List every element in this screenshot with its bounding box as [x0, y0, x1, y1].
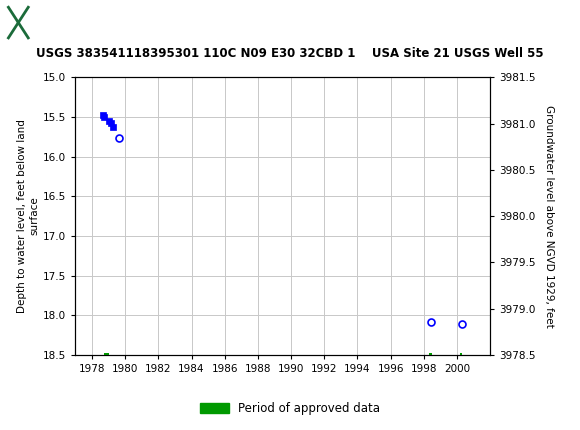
Bar	[104, 353, 108, 357]
Y-axis label: Groundwater level above NGVD 1929, feet: Groundwater level above NGVD 1929, feet	[544, 104, 554, 328]
Y-axis label: Depth to water level, feet below land
surface: Depth to water level, feet below land su…	[17, 119, 39, 313]
Text: USGS 383541118395301 110C N09 E30 32CBD 1    USA Site 21 USGS Well 55: USGS 383541118395301 110C N09 E30 32CBD …	[36, 47, 544, 60]
Bar	[460, 353, 462, 357]
Text: USGS: USGS	[35, 14, 90, 31]
Legend: Period of approved data: Period of approved data	[195, 397, 385, 420]
FancyBboxPatch shape	[8, 7, 28, 38]
Bar	[429, 353, 432, 357]
